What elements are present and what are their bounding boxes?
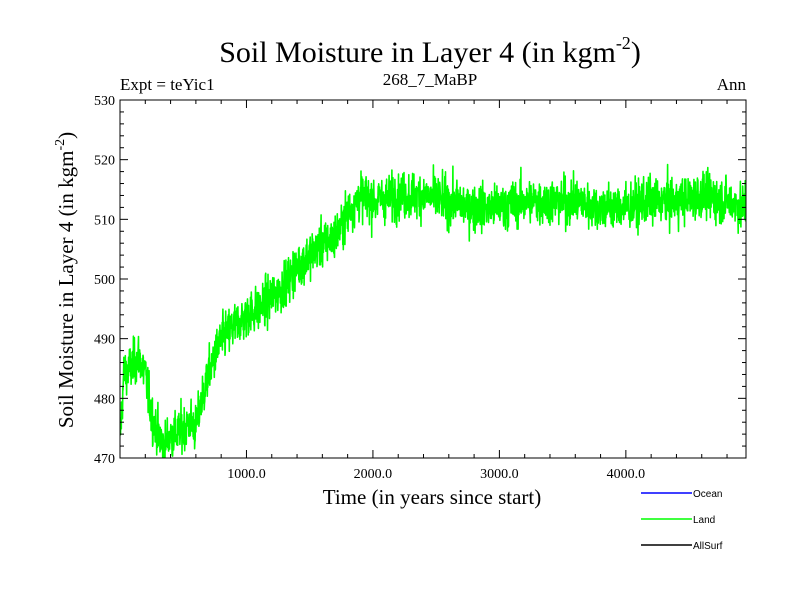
legend-label-land: Land	[693, 515, 715, 526]
legend: Ocean Land AllSurf	[641, 489, 723, 552]
period-label: 268_7_MaBP	[383, 70, 477, 89]
series-line-land	[120, 163, 746, 458]
x-tick-label: 1000.0	[227, 467, 266, 482]
chart-title: Soil Moisture in Layer 4 (in kgm-2)	[219, 33, 641, 69]
y-tick-label: 480	[94, 392, 115, 407]
y-axis-label: Soil Moisture in Layer 4 (in kgm-2)	[53, 132, 78, 428]
y-tick-label: 490	[94, 333, 115, 348]
y-tick-labels: 470 480 490 500 510 520 530	[94, 94, 115, 467]
x-tick-labels: 1000.0 2000.0 3000.0 4000.0	[227, 467, 645, 482]
axis-ticks	[119, 99, 746, 459]
y-tick-label: 520	[94, 154, 115, 169]
x-tick-label: 4000.0	[607, 467, 646, 482]
legend-label-ocean: Ocean	[693, 489, 722, 500]
series-layer	[120, 163, 746, 458]
y-tick-label: 510	[94, 213, 115, 228]
x-tick-label: 2000.0	[354, 467, 393, 482]
y-tick-label: 470	[94, 452, 115, 467]
plot-frame	[119, 99, 747, 459]
y-tick-label: 530	[94, 94, 115, 109]
experiment-label: Expt = teYic1	[120, 75, 215, 94]
season-label: Ann	[717, 75, 747, 94]
x-axis-label: Time (in years since start)	[323, 485, 542, 509]
x-tick-label: 3000.0	[480, 467, 519, 482]
y-tick-label: 500	[94, 273, 115, 288]
legend-label-allsurf: AllSurf	[693, 541, 723, 552]
